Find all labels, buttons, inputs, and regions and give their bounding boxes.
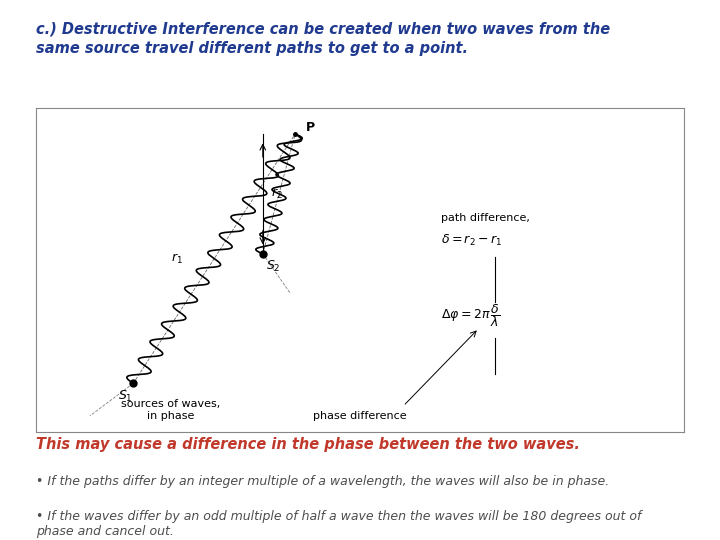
Text: P: P	[306, 120, 315, 134]
Text: path difference,: path difference,	[441, 213, 530, 224]
Text: $\Delta\varphi = 2\pi\,\dfrac{\delta}{\lambda}$: $\Delta\varphi = 2\pi\,\dfrac{\delta}{\l…	[441, 302, 500, 329]
Text: $r_1$: $r_1$	[171, 252, 183, 266]
Text: $r_2$: $r_2$	[271, 187, 283, 201]
Text: $\delta = r_2 - r_1$: $\delta = r_2 - r_1$	[441, 233, 503, 248]
Text: $S_2$: $S_2$	[266, 259, 280, 274]
Text: • If the paths differ by an integer multiple of a wavelength, the waves will als: • If the paths differ by an integer mult…	[36, 475, 609, 488]
Text: phase difference: phase difference	[313, 411, 407, 421]
Text: This may cause a difference in the phase between the two waves.: This may cause a difference in the phase…	[36, 437, 580, 453]
Text: sources of waves,
in phase: sources of waves, in phase	[122, 400, 220, 421]
Text: • If the waves differ by an odd multiple of half a wave then the waves will be 1: • If the waves differ by an odd multiple…	[36, 510, 642, 538]
Text: c.) Destructive Interference can be created when two waves from the
same source : c.) Destructive Interference can be crea…	[36, 22, 610, 56]
Text: $S_1$: $S_1$	[118, 389, 132, 404]
